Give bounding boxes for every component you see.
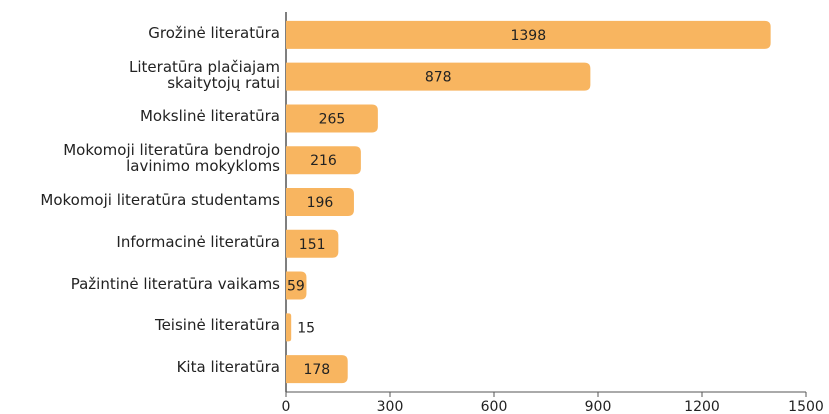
bar [286,188,354,216]
value-label: 151 [299,237,326,253]
bar [286,229,339,258]
bar [286,20,771,49]
x-tick-label: 600 [481,399,508,414]
value-label: 878 [425,70,452,86]
bar [286,104,378,133]
x-tick-label: 300 [377,399,404,414]
bar [286,271,307,300]
bar [286,355,348,384]
value-label: 216 [310,153,337,169]
x-tick-label: 1200 [684,399,720,414]
category-label: Grožinė literatūra [148,23,280,42]
category-label: Mokomoji literatūra studentams [40,191,280,209]
x-tick-label: 0 [282,399,291,414]
category-label: Teisinė literatūra [154,316,280,335]
bar [286,62,591,91]
category-label: Literatūra plačiajam skaitytojų ratui [129,57,280,92]
value-label: 265 [319,111,346,127]
category-label: Kita literatūra [176,358,280,377]
category-label: Informacinė literatūra [116,232,280,251]
bar [286,146,361,175]
value-label: 59 [287,279,305,295]
value-label: 1398 [510,28,546,44]
value-label: 15 [297,320,315,336]
category-label: Mokomoji literatūra bendrojo lavinimo mo… [63,141,280,176]
bar [286,313,292,342]
x-tick-label: 900 [585,399,612,414]
category-label: Pažintinė literatūra vaikams [70,274,280,293]
category-label: Mokslinė literatūra [139,107,280,126]
x-tick-label: 1500 [788,399,824,414]
value-label: 196 [307,195,334,211]
value-label: 178 [303,362,330,378]
